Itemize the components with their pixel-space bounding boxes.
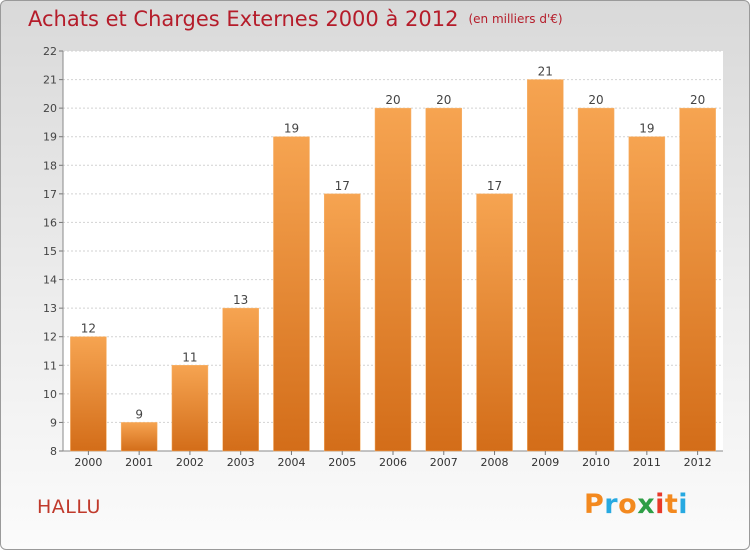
logo-letter: P [584,489,605,520]
commune-name: HALLU [37,496,101,518]
data-label: 13 [233,293,248,307]
x-tick-label: 2011 [633,456,661,469]
y-tick-label: 22 [43,45,57,58]
data-label: 20 [436,93,451,107]
logo-letter: i [655,489,665,520]
bar-2002 [171,365,209,452]
bar-2007 [425,107,463,452]
data-label: 20 [588,93,603,107]
logo-letter: r [604,489,619,520]
x-tick-label: 2006 [379,456,407,469]
logo-letter: t [664,489,679,520]
data-label: 19 [639,122,654,136]
logo-letter: x [637,489,656,520]
x-tick-label: 2005 [328,456,356,469]
y-tick-label: 18 [43,159,57,172]
y-tick-label: 12 [43,331,57,344]
bar-2006 [374,107,412,452]
data-label: 9 [135,407,143,421]
proxiti-logo: Proxiti [584,489,688,520]
logo-letter: i [678,489,689,520]
x-tick-label: 2001 [125,456,153,469]
data-label: 20 [385,93,400,107]
y-tick-label: 20 [43,102,57,115]
data-label: 19 [284,122,299,136]
x-tick-label: 2010 [582,456,610,469]
logo-letter: o [618,489,638,520]
x-tick-label: 2009 [531,456,559,469]
x-tick-label: 2003 [227,456,255,469]
y-tick-label: 17 [43,188,57,201]
y-tick-label: 9 [50,416,57,429]
x-tick-label: 2012 [684,456,712,469]
chart-title: Achats et Charges Externes 2000 à 2012 (e… [28,7,563,31]
y-tick-label: 19 [43,131,57,144]
y-tick-label: 13 [43,302,57,315]
bar-2010 [577,107,615,452]
y-tick-label: 16 [43,216,57,229]
bar-2000 [70,336,107,452]
bar-2005 [323,193,361,452]
bar-2004 [273,136,310,452]
x-tick-label: 2002 [176,456,204,469]
bar-2009 [527,79,564,452]
y-tick-label: 21 [43,74,57,87]
y-tick-label: 10 [43,388,57,401]
bar-2003 [222,307,259,452]
y-tick-label: 14 [43,274,57,287]
data-label: 12 [81,322,96,336]
chart-title-unit: (en milliers d'€) [468,12,563,26]
y-tick-label: 11 [43,359,57,372]
data-label: 11 [182,350,197,364]
y-tick-label: 15 [43,245,57,258]
bar-2001 [120,422,158,452]
x-tick-label: 2007 [430,456,458,469]
y-tick-label: 8 [50,445,57,458]
bar-2008 [476,193,513,452]
x-tick-label: 2008 [481,456,509,469]
data-label: 21 [538,65,553,79]
bar-2011 [628,136,666,452]
data-label: 17 [487,179,502,193]
x-tick-label: 2000 [74,456,102,469]
data-label: 20 [690,93,705,107]
chart-title-main: Achats et Charges Externes 2000 à 2012 [28,7,459,31]
bar-2012 [679,107,716,452]
x-tick-label: 2004 [277,456,305,469]
data-label: 17 [335,179,350,193]
